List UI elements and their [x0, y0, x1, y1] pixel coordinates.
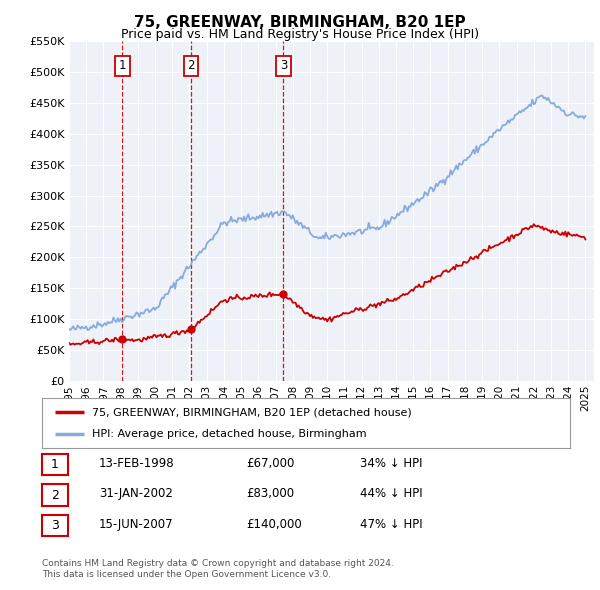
Text: 2: 2 — [51, 489, 59, 502]
Text: 13-FEB-1998: 13-FEB-1998 — [99, 457, 175, 470]
Text: 34% ↓ HPI: 34% ↓ HPI — [360, 457, 422, 470]
Text: HPI: Average price, detached house, Birmingham: HPI: Average price, detached house, Birm… — [92, 430, 367, 440]
Text: £140,000: £140,000 — [246, 518, 302, 531]
Text: Contains HM Land Registry data © Crown copyright and database right 2024.
This d: Contains HM Land Registry data © Crown c… — [42, 559, 394, 579]
Text: 3: 3 — [51, 519, 59, 532]
Text: 1: 1 — [119, 60, 126, 73]
Text: 75, GREENWAY, BIRMINGHAM, B20 1EP: 75, GREENWAY, BIRMINGHAM, B20 1EP — [134, 15, 466, 30]
Text: Price paid vs. HM Land Registry's House Price Index (HPI): Price paid vs. HM Land Registry's House … — [121, 28, 479, 41]
Text: 2: 2 — [187, 60, 194, 73]
Text: 47% ↓ HPI: 47% ↓ HPI — [360, 518, 422, 531]
Text: 75, GREENWAY, BIRMINGHAM, B20 1EP (detached house): 75, GREENWAY, BIRMINGHAM, B20 1EP (detac… — [92, 407, 412, 417]
Text: 44% ↓ HPI: 44% ↓ HPI — [360, 487, 422, 500]
Text: 31-JAN-2002: 31-JAN-2002 — [99, 487, 173, 500]
Text: £83,000: £83,000 — [246, 487, 294, 500]
Text: £67,000: £67,000 — [246, 457, 295, 470]
Text: 15-JUN-2007: 15-JUN-2007 — [99, 518, 173, 531]
Text: 3: 3 — [280, 60, 287, 73]
Text: 1: 1 — [51, 458, 59, 471]
